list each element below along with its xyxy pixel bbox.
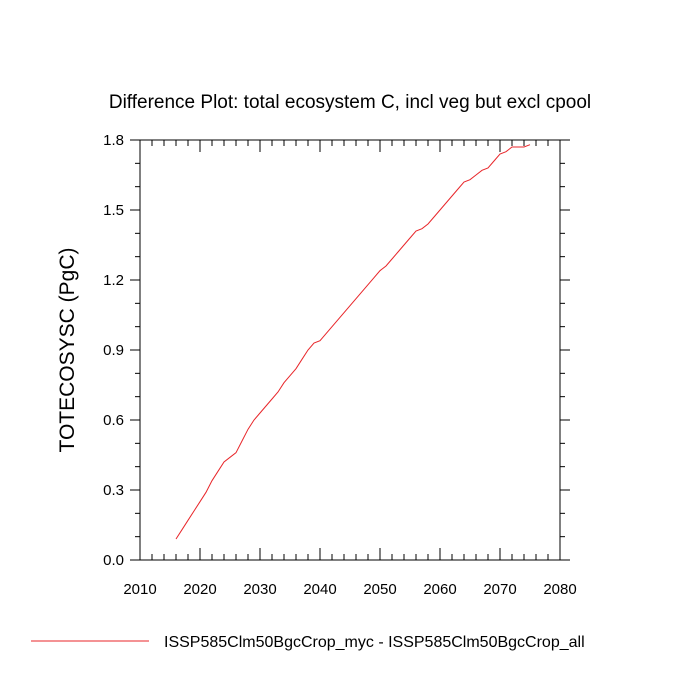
x-tick-label: 2040	[303, 581, 336, 598]
x-tick-label: 2080	[543, 581, 576, 598]
y-tick-label: 1.2	[103, 272, 124, 289]
y-tick-label: 0.3	[103, 482, 124, 499]
axis-tick-labels: 2010 2020 2030 2040 2050 2060 2070 2080 0.0 0.3 0.…	[103, 132, 577, 598]
x-tick-label: 2030	[243, 581, 276, 598]
data-series	[175, 144, 531, 540]
series-line	[175, 144, 531, 540]
x-tick-label: 2060	[423, 581, 456, 598]
x-tick-label: 2020	[183, 581, 216, 598]
y-tick-label: 0.9	[103, 342, 124, 359]
x-tick-label: 2050	[363, 581, 396, 598]
y-axis-label: TOTECOSYSC (PgC)	[56, 248, 79, 453]
axis-ticks	[130, 139, 570, 561]
y-tick-label: 1.8	[103, 132, 124, 149]
legend: ISSP585Clm50BgcCrop_myc - ISSP585Clm50Bg…	[31, 634, 585, 651]
y-tick-label: 0.6	[103, 412, 124, 429]
legend-label: ISSP585Clm50BgcCrop_myc - ISSP585Clm50Bg…	[164, 634, 585, 651]
chart-title: Difference Plot: total ecosystem C, incl…	[109, 92, 591, 113]
x-tick-label: 2070	[483, 581, 516, 598]
y-tick-label: 1.5	[103, 202, 124, 219]
y-tick-label: 0.0	[103, 552, 124, 569]
x-tick-label: 2010	[123, 581, 156, 598]
